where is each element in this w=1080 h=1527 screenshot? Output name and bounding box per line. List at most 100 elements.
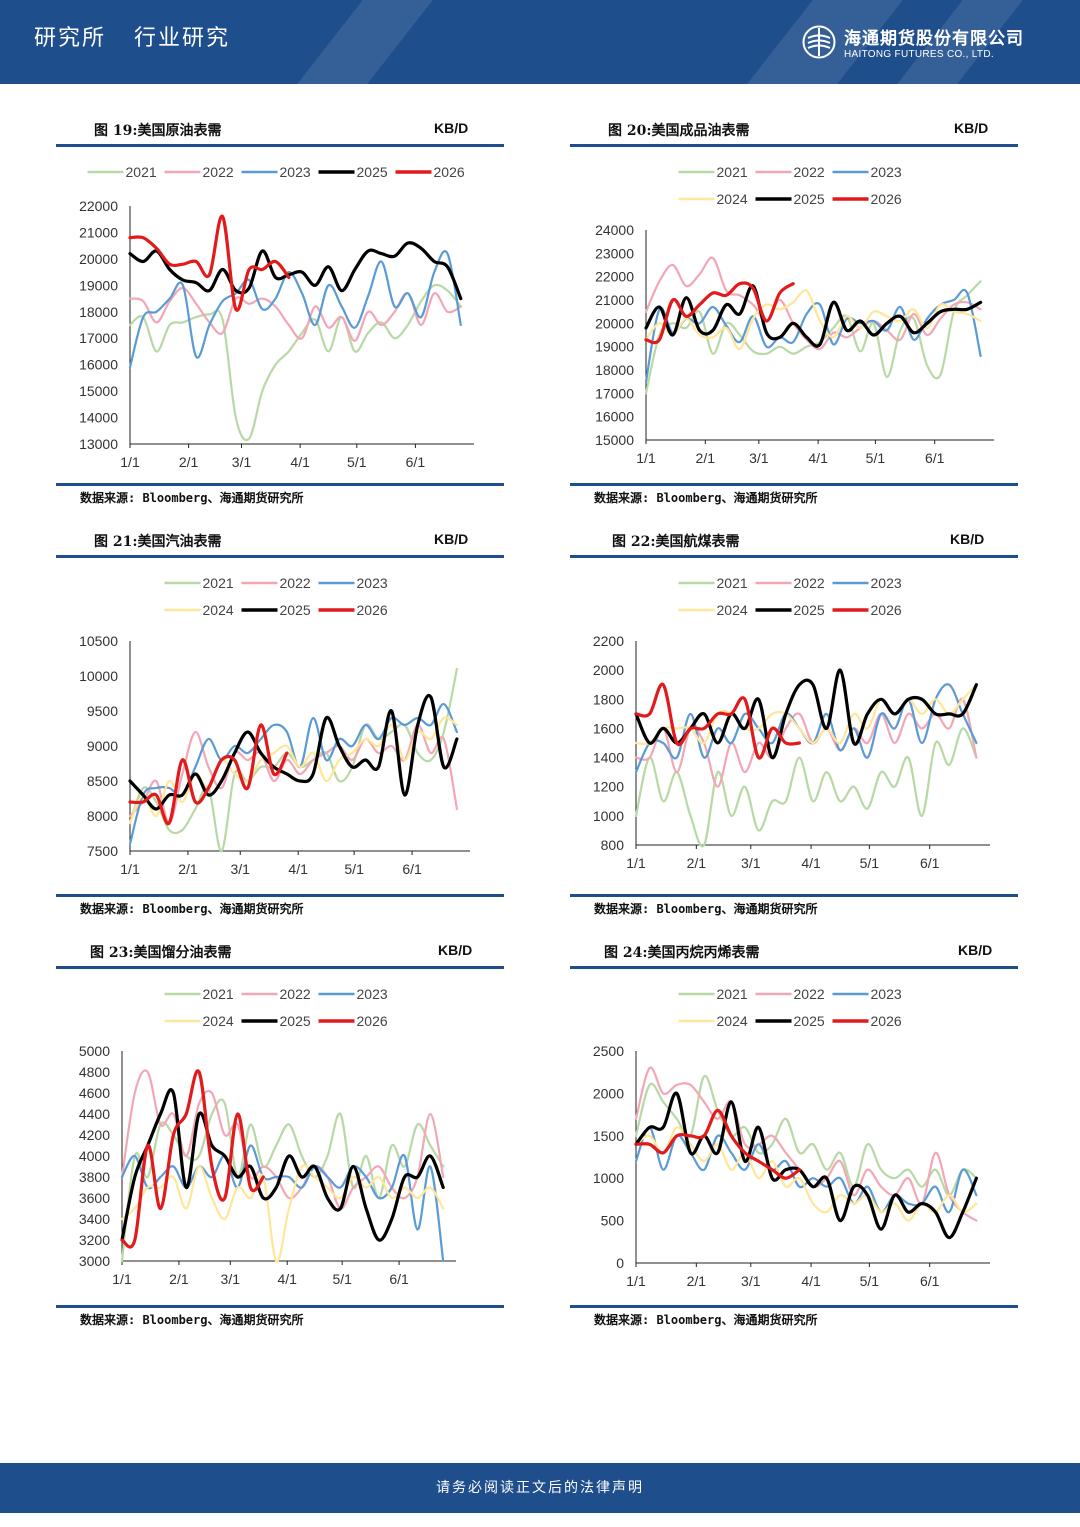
chart-legend: 2021 2022 2023 2025 2026 <box>87 164 465 180</box>
x-tick-label: 4/1 <box>290 454 310 470</box>
y-tick-label: 500 <box>601 1213 625 1229</box>
legend-label-2025: 2025 <box>280 602 311 618</box>
chart-panel-fig21: 图 21:美国汽油表需 KB/D 2021 2022 2023 2024 2025 202… <box>56 531 504 921</box>
y-tick-label: 15000 <box>595 432 634 448</box>
x-tick-label: 3/1 <box>231 861 251 877</box>
haitong-logo-icon <box>802 25 836 59</box>
x-tick-label: 6/1 <box>925 450 945 466</box>
chart-title: 图 20:美国成品油表需 <box>608 123 750 139</box>
x-tick-label: 5/1 <box>860 855 880 871</box>
chart-panel-fig24: 图 24:美国丙烷丙烯表需 KB/D 2021 2022 2023 2024 2025 2… <box>570 942 1018 1332</box>
y-tick-label: 19000 <box>595 339 634 355</box>
y-tick-label: 13000 <box>79 436 118 452</box>
legend-label-2026: 2026 <box>357 602 388 618</box>
chart-unit: KB/D <box>954 120 989 136</box>
legend-label-2026: 2026 <box>871 602 902 618</box>
x-tick-label: 6/1 <box>920 855 940 871</box>
y-tick-label: 4800 <box>79 1064 110 1080</box>
series-line-2024 <box>128 716 458 825</box>
y-tick-label: 4200 <box>79 1127 110 1143</box>
x-tick-label: 3/1 <box>741 855 761 871</box>
x-tick-label: 6/1 <box>402 861 422 877</box>
legend-label-2021: 2021 <box>717 986 748 1002</box>
x-tick-label: 3/1 <box>741 1273 761 1289</box>
y-tick-label: 1600 <box>593 720 624 736</box>
legend-label-2023: 2023 <box>871 575 902 591</box>
legend-label-2022: 2022 <box>203 164 234 180</box>
chart-legend: 2021 2022 2023 2024 2025 2026 <box>678 986 902 1029</box>
header-section-left: 研究所 <box>34 26 107 51</box>
x-tick-label: 3/1 <box>749 450 769 466</box>
header-decor-stripe <box>297 0 433 84</box>
legend-label-2023: 2023 <box>871 986 902 1002</box>
x-tick-label: 1/1 <box>626 1273 646 1289</box>
x-tick-label: 1/1 <box>120 861 140 877</box>
chart-source: 数据来源: Bloomberg、海通期货研究所 <box>80 902 304 916</box>
header-section: 研究所 行业研究 <box>34 20 258 52</box>
x-tick-label: 4/1 <box>801 855 821 871</box>
chart-top-rule <box>570 555 1018 558</box>
chart-bottom-rule <box>56 483 504 486</box>
header-section-right: 行业研究 <box>134 26 231 51</box>
x-tick-label: 3/1 <box>221 1271 241 1287</box>
series-line-2026 <box>120 1069 265 1249</box>
x-tick-label: 1/1 <box>636 450 656 466</box>
chart-source: 数据来源: Bloomberg、海通期货研究所 <box>594 902 818 916</box>
y-tick-label: 3600 <box>79 1190 110 1206</box>
series-line-2021 <box>634 1075 978 1197</box>
y-tick-label: 3800 <box>79 1169 110 1185</box>
legend-label-2021: 2021 <box>126 164 157 180</box>
y-tick-label: 800 <box>601 837 625 853</box>
legend-label-2024: 2024 <box>717 1013 748 1029</box>
y-tick-label: 8000 <box>87 808 118 824</box>
legend-label-2022: 2022 <box>794 575 825 591</box>
chart-source: 数据来源: Bloomberg、海通期货研究所 <box>80 1313 304 1327</box>
chart-bottom-rule <box>570 894 1018 897</box>
series-line-2025 <box>128 241 463 301</box>
y-tick-label: 5000 <box>79 1043 110 1059</box>
chart-legend: 2021 2022 2023 2024 2025 2026 <box>164 575 388 618</box>
y-tick-label: 18000 <box>79 304 118 320</box>
legend-label-2022: 2022 <box>280 986 311 1002</box>
y-tick-label: 22000 <box>595 269 634 285</box>
x-tick-label: 4/1 <box>801 1273 821 1289</box>
y-tick-label: 24000 <box>595 222 634 238</box>
y-tick-label: 1200 <box>593 779 624 795</box>
x-tick-label: 4/1 <box>288 861 308 877</box>
legend-label-2025: 2025 <box>357 164 388 180</box>
chart-top-rule <box>56 555 504 558</box>
legend-label-2026: 2026 <box>357 1013 388 1029</box>
chart-unit: KB/D <box>438 942 473 958</box>
series-line-2024 <box>120 1164 445 1263</box>
y-tick-label: 7500 <box>87 843 118 859</box>
legend-label-2026: 2026 <box>434 164 465 180</box>
chart-top-rule <box>56 966 504 969</box>
y-tick-label: 1800 <box>593 691 624 707</box>
y-tick-label: 2000 <box>593 1085 624 1101</box>
x-tick-label: 1/1 <box>112 1271 132 1287</box>
x-tick-label: 2/1 <box>179 454 199 470</box>
y-tick-label: 22000 <box>79 198 118 214</box>
chart-title: 图 22:美国航煤表需 <box>612 534 740 550</box>
legend-label-2023: 2023 <box>280 164 311 180</box>
y-tick-label: 2500 <box>593 1043 624 1059</box>
logo-en: HAITONG FUTURES CO., LTD. <box>844 49 994 60</box>
y-tick-label: 14000 <box>79 410 118 426</box>
legend-label-2021: 2021 <box>717 575 748 591</box>
y-tick-label: 9000 <box>87 738 118 754</box>
legend-label-2021: 2021 <box>717 164 748 180</box>
series-line-2025 <box>634 668 978 760</box>
legend-label-2021: 2021 <box>203 575 234 591</box>
y-tick-label: 16000 <box>595 409 634 425</box>
x-tick-label: 5/1 <box>344 861 364 877</box>
y-tick-label: 21000 <box>595 292 634 308</box>
x-tick-label: 5/1 <box>860 1273 880 1289</box>
y-tick-label: 4400 <box>79 1106 110 1122</box>
y-tick-label: 1000 <box>593 1170 624 1186</box>
chart-bottom-rule <box>56 1305 504 1308</box>
legend-label-2022: 2022 <box>280 575 311 591</box>
chart-source: 数据来源: Bloomberg、海通期货研究所 <box>594 491 818 505</box>
series-line-2022 <box>128 286 462 342</box>
x-tick-label: 3/1 <box>232 454 252 470</box>
chart-unit: KB/D <box>958 942 993 958</box>
